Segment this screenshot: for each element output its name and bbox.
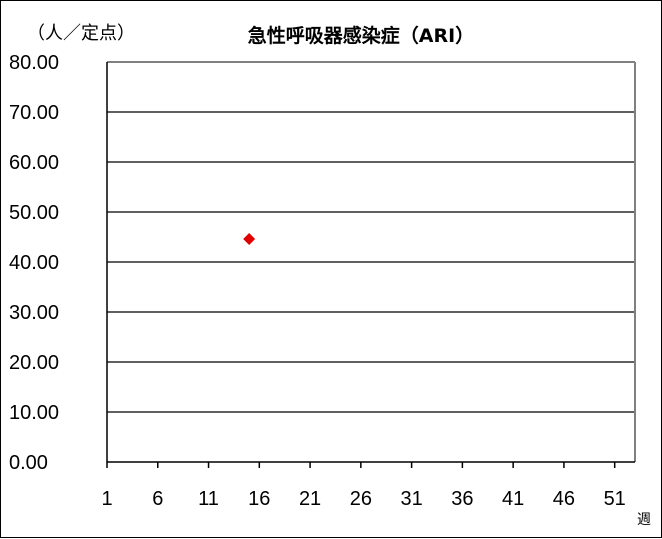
y-tick-label: 0.00 (9, 452, 48, 474)
y-tick-label: 60.00 (9, 152, 59, 174)
x-tick-label: 21 (299, 488, 321, 510)
y-tick-label: 20.00 (9, 352, 59, 374)
x-tick-label: 31 (400, 488, 422, 510)
y-tick-label: 50.00 (9, 202, 59, 224)
x-tick-label: 36 (451, 488, 473, 510)
x-tick-label: 6 (152, 488, 163, 510)
x-tick-label: 41 (502, 488, 524, 510)
y-tick-label: 70.00 (9, 102, 59, 124)
x-tick-label: 16 (248, 488, 270, 510)
y-tick-label: 10.00 (9, 402, 59, 424)
chart-title: 急性呼吸器感染症（ARI） (247, 25, 475, 47)
x-tick-label: 11 (198, 488, 219, 510)
x-tick-label: 46 (553, 488, 575, 510)
x-axis-unit-label: 週 (637, 512, 651, 528)
y-tick-label: 80.00 (9, 52, 59, 74)
x-tick-label: 1 (101, 488, 112, 510)
y-tick-label: 30.00 (9, 302, 59, 324)
x-tick-label: 51 (604, 488, 626, 510)
y-tick-label: 40.00 (9, 252, 59, 274)
x-tick-label: 26 (350, 488, 372, 510)
y-axis-unit-label: （人／定点） (27, 23, 135, 44)
data-point (243, 233, 256, 245)
